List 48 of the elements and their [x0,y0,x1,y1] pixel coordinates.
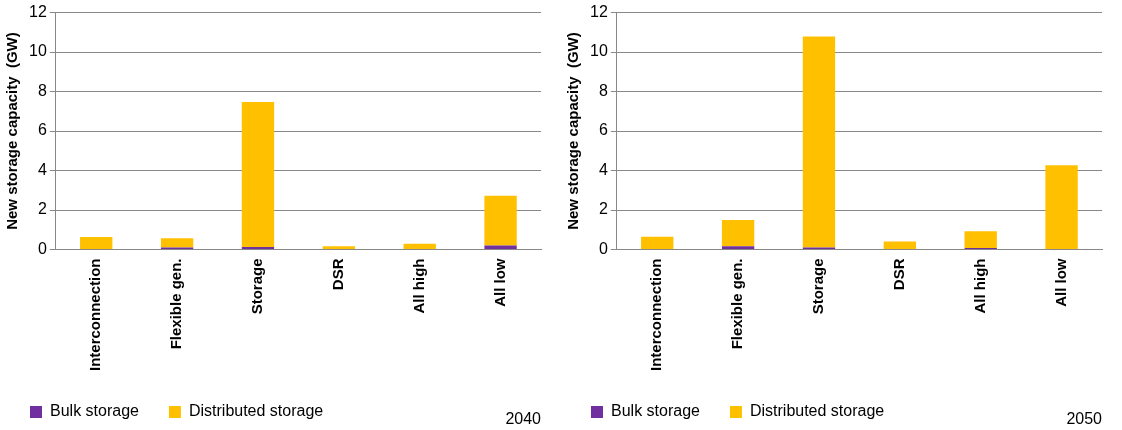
legend-label: Distributed storage [188,402,324,420]
x-tick-label: All low [490,258,508,307]
bar [484,195,517,246]
bar [80,237,113,249]
y-tick-label: 2 [598,200,608,218]
legend-label: Bulk storage [50,402,140,420]
y-tick-label: 6 [598,121,608,139]
bar [241,102,275,247]
y-axis-title: New storage capacity (GW) [564,32,582,230]
y-tick-label: 12 [29,3,47,21]
y-tick-label: 10 [29,42,47,60]
bar [322,246,356,249]
bar [964,231,997,248]
legend-label: Distributed storage [749,402,885,420]
bar [721,219,755,247]
bar [403,243,436,249]
x-tick-label: Interconnection [86,258,104,372]
y-tick-label: 12 [590,3,608,21]
x-tick-label: All high [970,258,988,314]
bar [241,246,275,249]
y-tick-label: 8 [598,81,608,99]
x-tick-label: Interconnection [647,258,665,372]
y-tick-label: 0 [37,239,47,257]
y-tick-label: 4 [598,160,608,178]
text: 2040 [505,410,541,428]
bar [641,236,674,249]
y-tick-label: 2 [37,200,47,218]
x-tick-label: DSR [328,258,346,291]
x-tick-label: Flexible gen. [167,258,185,350]
bar [160,238,194,248]
y-tick-label: 4 [37,160,47,178]
y-tick-label: 6 [37,121,47,139]
text: 2050 [1066,410,1102,428]
bar [802,36,836,248]
x-tick-label: DSR [889,258,907,291]
x-tick-label: All high [409,258,427,314]
x-tick-label: All low [1051,258,1069,307]
legend-label: Bulk storage [611,402,701,420]
x-tick-label: Storage [809,258,827,315]
y-axis-title: New storage capacity (GW) [3,32,21,230]
x-tick-label: Flexible gen. [728,258,746,350]
bar [883,241,917,250]
bar [721,246,755,249]
y-tick-label: 10 [590,42,608,60]
bar [1045,165,1078,249]
y-tick-label: 0 [598,239,608,257]
x-tick-label: Storage [248,258,266,315]
y-tick-label: 8 [37,81,47,99]
